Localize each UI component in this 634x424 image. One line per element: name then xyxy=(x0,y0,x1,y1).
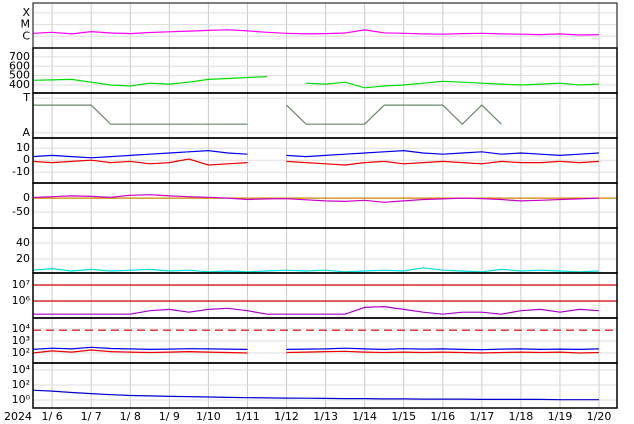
series-line xyxy=(32,104,502,126)
y-tick-label: A xyxy=(22,126,30,139)
x-tick-label: 1/13 xyxy=(313,410,338,423)
series-line xyxy=(32,349,600,354)
y-tick-label: 500 xyxy=(9,69,30,82)
x-tick-label: 1/16 xyxy=(430,410,455,423)
series-line xyxy=(32,267,600,273)
y-tick-label: -10 xyxy=(12,165,30,178)
series-line xyxy=(32,29,600,36)
y-tick-label: 10³ xyxy=(12,334,30,347)
x-tick-label: 1/14 xyxy=(352,410,377,423)
y-tick-label: 0 xyxy=(23,153,30,166)
y-tick-label: X xyxy=(22,6,30,19)
x-tick-label: 1/ 8 xyxy=(120,410,141,423)
y-tick-label: 400 xyxy=(9,78,30,91)
y-tick-label: T xyxy=(22,91,30,104)
y-tick-label: 0 xyxy=(23,191,30,204)
x-tick-label: 1/20 xyxy=(587,410,612,423)
y-tick-label: 600 xyxy=(9,59,30,72)
x-tick-label: 1/19 xyxy=(548,410,573,423)
y-tick-label: 10⁰ xyxy=(12,393,31,406)
x-tick-label: 1/10 xyxy=(196,410,221,423)
plot-background xyxy=(33,3,617,408)
y-tick-label: 10² xyxy=(12,378,30,391)
x-tick-label: 1/ 7 xyxy=(81,410,102,423)
x-tick-label: 1/11 xyxy=(235,410,260,423)
y-tick-label: 40 xyxy=(16,236,30,249)
x-tick-label: 1/ 6 xyxy=(42,410,63,423)
x-tick-label: 1/18 xyxy=(509,410,534,423)
y-tick-label: 10⁴ xyxy=(12,322,31,335)
y-tick-label: 10⁴ xyxy=(12,363,31,376)
series-line xyxy=(32,305,600,315)
x-axis-label: 2024 xyxy=(4,410,32,423)
x-tick-label: 1/12 xyxy=(274,410,299,423)
y-tick-label: 10 xyxy=(16,141,30,154)
series-line xyxy=(32,194,600,203)
y-tick-label: 10⁷ xyxy=(12,278,30,291)
series-line xyxy=(32,149,600,159)
y-tick-label: 10⁶ xyxy=(12,294,31,307)
y-tick-label: 10² xyxy=(12,346,30,359)
panel-border xyxy=(32,362,618,409)
y-tick-label: M xyxy=(21,18,31,31)
y-tick-label: -50 xyxy=(12,205,30,218)
y-tick-label: 20 xyxy=(16,252,30,265)
series-line xyxy=(32,76,600,89)
series-line xyxy=(32,346,600,351)
y-tick-label: C xyxy=(22,29,30,42)
series-line xyxy=(32,158,600,166)
y-tick-label: 700 xyxy=(9,50,30,63)
x-tick-label: 1/17 xyxy=(469,410,494,423)
x-tick-label: 1/ 9 xyxy=(159,410,180,423)
x-tick-label: 1/15 xyxy=(391,410,416,423)
series-line xyxy=(32,389,599,401)
